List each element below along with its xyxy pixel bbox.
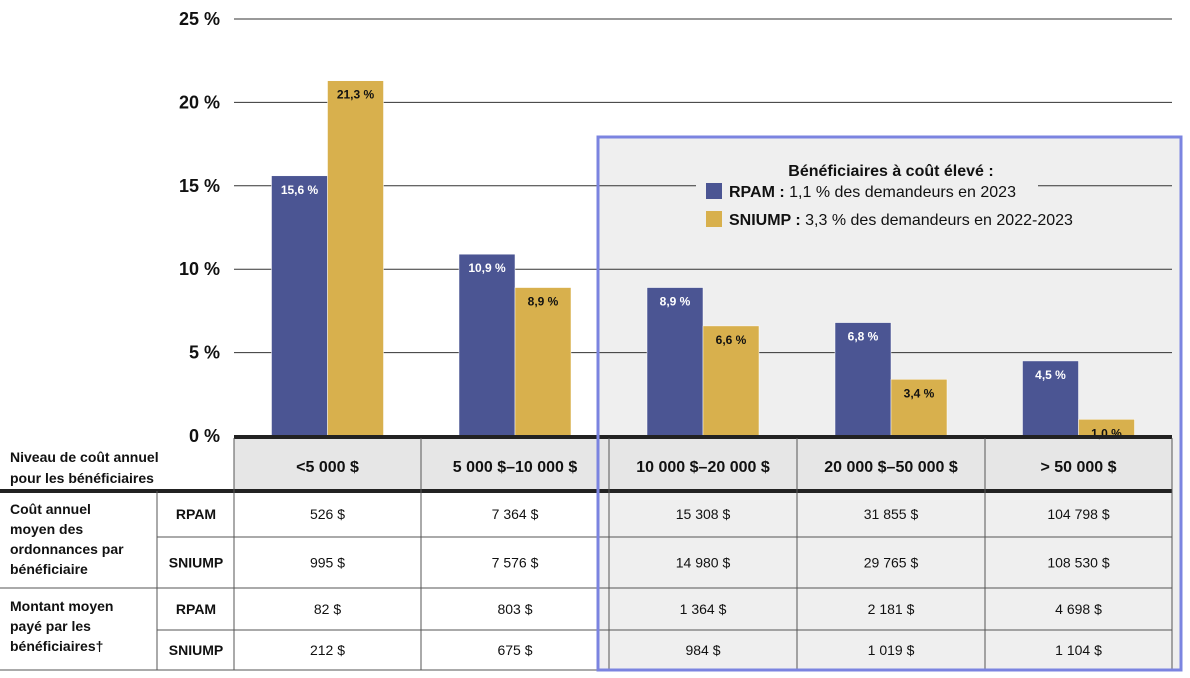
category-header: 10 000 $–20 000 $	[636, 459, 770, 476]
table-cell: 526 $	[310, 506, 345, 522]
legend-swatch	[706, 211, 722, 227]
legend-entry: RPAM : 1,1 % des demandeurs en 2023	[729, 184, 1016, 201]
legend-background	[696, 152, 1038, 242]
table-cell: 1 019 $	[868, 642, 915, 658]
table-header-band	[234, 438, 1172, 491]
legend-entry: SNIUMP : 3,3 % des demandeurs en 2022-20…	[729, 212, 1073, 229]
rpam-bar	[271, 175, 328, 437]
category-header: 5 000 $–10 000 $	[453, 459, 578, 476]
row-group-label: bénéficiaire	[10, 561, 88, 577]
legend-entry-text: 1,1 % des demandeurs en 2023	[789, 184, 1016, 201]
row-group-label: moyen des	[10, 521, 83, 537]
rpam-bar	[1022, 360, 1079, 437]
table-cell: 82 $	[314, 601, 341, 617]
table-cell: 7 576 $	[492, 555, 539, 571]
sniump-bar	[514, 287, 572, 437]
rpam-bar-label: 8,9 %	[660, 295, 691, 309]
program-label: RPAM	[176, 601, 216, 617]
sniump-bar-label: 6,6 %	[716, 333, 747, 347]
rpam-bar-label: 15,6 %	[281, 183, 319, 197]
table-cell: 984 $	[685, 642, 720, 658]
table-cell: 29 765 $	[864, 555, 919, 571]
row-group-label: bénéficiaires†	[10, 638, 103, 654]
category-header: <5 000 $	[296, 459, 359, 476]
y-tick-label: 5 %	[189, 343, 220, 363]
sniump-bar	[890, 379, 948, 437]
legend-series-name: SNIUMP :	[729, 212, 805, 229]
sniump-bar	[702, 325, 760, 437]
table-cell: 7 364 $	[492, 506, 539, 522]
table-cell: 31 855 $	[864, 506, 919, 522]
table-cell: 108 530 $	[1047, 555, 1109, 571]
row-group-label: ordonnances par	[10, 541, 124, 557]
legend-swatch	[706, 183, 722, 199]
row-group-label: Montant moyen	[10, 598, 113, 614]
table-cell: 15 308 $	[676, 506, 731, 522]
table-cell: 212 $	[310, 642, 345, 658]
sniump-bar	[327, 80, 384, 437]
row-group-label: Coût annuel	[10, 501, 91, 517]
table-cell: 995 $	[310, 555, 345, 571]
sniump-bar-label: 8,9 %	[528, 295, 559, 309]
sniump-bar-label: 21,3 %	[337, 88, 375, 102]
rpam-bar	[834, 322, 892, 437]
program-label: SNIUMP	[169, 642, 223, 658]
row-group-label: payé par les	[10, 618, 91, 634]
table-header-label: pour les bénéficiaires	[10, 470, 154, 486]
y-tick-label: 10 %	[179, 259, 220, 279]
y-tick-label: 15 %	[179, 176, 220, 196]
sniump-bar-label: 3,4 %	[904, 386, 935, 400]
table-cell: 4 698 $	[1055, 601, 1102, 617]
highlight-border	[596, 135, 1183, 672]
table-header-label: Niveau de coût annuel	[10, 449, 159, 465]
table-cell: 104 798 $	[1047, 506, 1109, 522]
y-tick-label: 0 %	[189, 426, 220, 446]
category-header: > 50 000 $	[1040, 459, 1116, 476]
y-tick-label: 20 %	[179, 92, 220, 112]
legend-title: Bénéficiaires à coût élevé :	[788, 163, 993, 180]
category-header: 20 000 $–50 000 $	[824, 459, 958, 476]
rpam-bar-label: 4,5 %	[1035, 368, 1066, 382]
table-cell: 1 104 $	[1055, 642, 1102, 658]
rpam-bar	[646, 287, 704, 437]
y-tick-label: 25 %	[179, 9, 220, 29]
table-cell: 803 $	[497, 601, 532, 617]
legend-entry-text: 3,3 % des demandeurs en 2022-2023	[805, 212, 1073, 229]
rpam-bar-label: 10,9 %	[468, 261, 506, 275]
legend-series-name: RPAM :	[729, 184, 789, 201]
table-cell: 1 364 $	[680, 601, 727, 617]
rpam-bar	[458, 253, 516, 437]
table-cell: 2 181 $	[868, 601, 915, 617]
table-cell: 675 $	[497, 642, 532, 658]
program-label: RPAM	[176, 506, 216, 522]
rpam-bar-label: 6,8 %	[848, 330, 879, 344]
table-cell: 14 980 $	[676, 555, 731, 571]
program-label: SNIUMP	[169, 555, 223, 571]
